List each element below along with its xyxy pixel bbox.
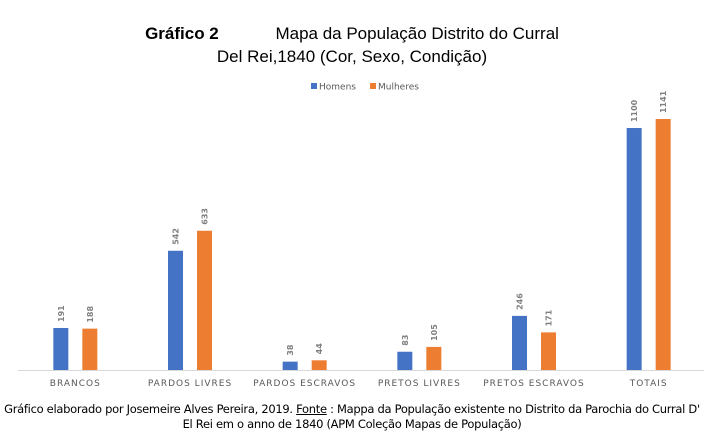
chart-title-line1: Gráfico 2 Mapa da População Distrito do … — [0, 24, 704, 44]
chart-title-text: Mapa da População Distrito do Curral — [275, 24, 559, 43]
bar-mulheres — [197, 230, 212, 370]
legend-swatch-homens — [311, 83, 317, 89]
x-tick-label: PARDOS ESCRAVOS — [253, 379, 356, 389]
data-label: 105 — [430, 324, 439, 341]
data-label: 171 — [545, 309, 554, 326]
data-label: 1141 — [659, 90, 668, 113]
x-tick-label: TOTAIS — [629, 379, 668, 389]
data-label: 83 — [401, 335, 410, 346]
data-label: 44 — [315, 343, 324, 355]
caption-source: : Mappa da População existente no Distri… — [182, 402, 701, 431]
data-label: 188 — [86, 306, 95, 323]
chart-title-prefix: Gráfico 2 — [145, 24, 219, 43]
bar-mulheres — [655, 119, 671, 370]
x-tick-label: BRANCOS — [50, 379, 101, 389]
data-label: 542 — [172, 228, 181, 245]
data-label: 1100 — [630, 99, 639, 122]
legend-label: Homens — [319, 83, 356, 93]
bar-homens — [282, 361, 298, 370]
bar-mulheres — [82, 328, 98, 370]
bar-homens — [626, 128, 642, 370]
data-label: 191 — [57, 305, 66, 322]
chart-title-line2: Del Rei,1840 (Cor, Sexo, Condição) — [216, 47, 488, 66]
bar-homens — [168, 250, 183, 370]
bar-mulheres — [311, 360, 327, 370]
bar-homens — [53, 327, 69, 370]
bar-mulheres — [426, 346, 442, 370]
data-label: 38 — [286, 344, 295, 356]
legend-swatch-mulheres — [370, 83, 376, 89]
caption-fonte: Fonte — [296, 402, 327, 416]
legend-label: Mulheres — [378, 83, 419, 93]
bar-mulheres — [541, 332, 556, 370]
data-label: 246 — [516, 293, 525, 310]
caption-text: Gráfico elaborado por Josemeire Alves Pe… — [4, 402, 297, 416]
bar-homens — [397, 351, 413, 370]
data-label: 633 — [201, 208, 210, 225]
x-tick-label: PRETOS LIVRES — [378, 379, 461, 389]
bar-chart: BRANCOS 191 188 PARDOS LIVRES 542 633 PARDOS E… — [18, 83, 704, 389]
bar-homens — [512, 315, 527, 370]
chart-caption: Gráfico elaborado por Josemeire Alves Pe… — [0, 402, 704, 432]
x-tick-label: PRETOS ESCRAVOS — [483, 379, 584, 389]
x-tick-label: PARDOS LIVRES — [148, 379, 232, 389]
